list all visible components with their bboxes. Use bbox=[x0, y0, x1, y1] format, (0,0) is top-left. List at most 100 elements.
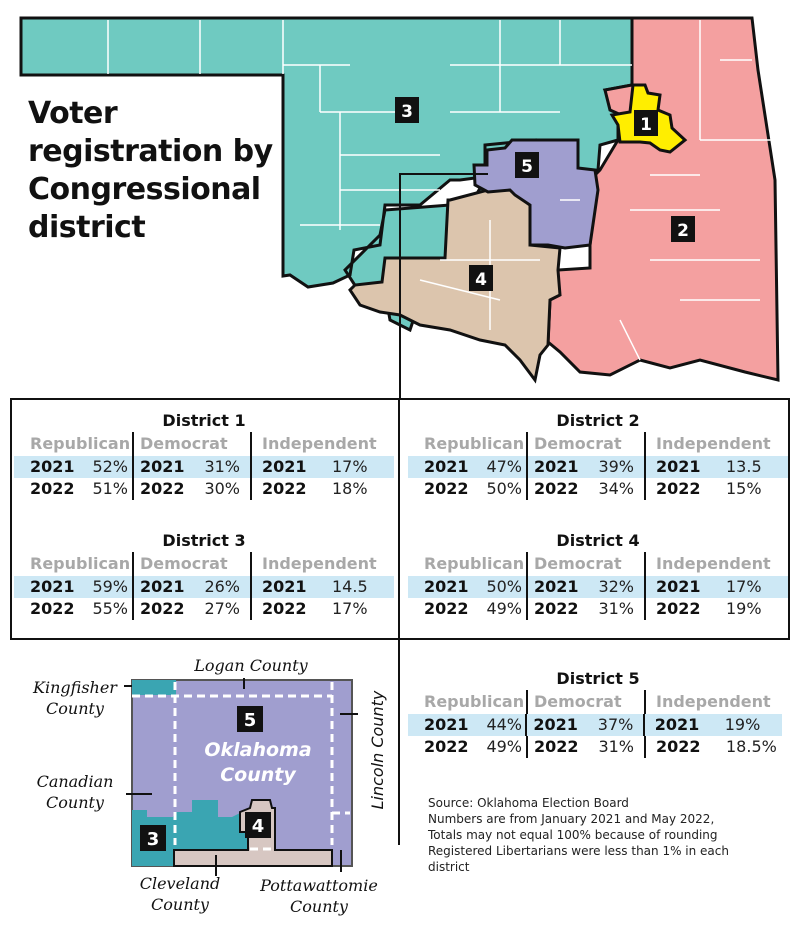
svg-text:5: 5 bbox=[521, 157, 533, 177]
year: 2021 bbox=[656, 577, 701, 596]
ind-pct: 19% bbox=[724, 715, 761, 734]
year: 2021 bbox=[424, 457, 469, 476]
label-line: County bbox=[46, 793, 104, 812]
year: 2022 bbox=[140, 479, 185, 498]
svg-text:3: 3 bbox=[401, 102, 413, 122]
district-badge-3: 3 bbox=[395, 97, 419, 123]
svg-text:4: 4 bbox=[252, 816, 265, 837]
year: 2022 bbox=[656, 599, 701, 618]
year: 2021 bbox=[262, 457, 307, 476]
lincoln-county-label: Lincoln County bbox=[368, 690, 387, 809]
ind-pct: 18.5% bbox=[726, 737, 777, 756]
canadian-county-label: Canadian County bbox=[22, 771, 128, 813]
year: 2022 bbox=[534, 737, 579, 756]
table-row: 2022 51% 2022 30% 2022 18% bbox=[14, 478, 394, 500]
oklahoma-county-inset-map: 5 3 4 Oklahoma County Lincoln County bbox=[124, 678, 387, 876]
district-title: District 5 bbox=[556, 669, 640, 688]
title-line: registration by bbox=[28, 134, 273, 169]
title-line: Voter bbox=[28, 96, 118, 131]
header-democrat: Democrat bbox=[132, 552, 250, 576]
year: 2021 bbox=[654, 715, 700, 734]
year: 2021 bbox=[140, 457, 185, 476]
ind-pct: 18% bbox=[332, 479, 368, 498]
inset-leader-lines bbox=[124, 678, 358, 876]
label-line: Kingfisher bbox=[33, 678, 117, 697]
table-row: 2022 49% 2022 31% 2022 18.5% bbox=[408, 736, 788, 758]
dem-pct: 31% bbox=[598, 599, 634, 618]
header-republican: Republican bbox=[424, 692, 525, 711]
year: 2022 bbox=[424, 737, 469, 756]
svg-text:5: 5 bbox=[244, 710, 257, 731]
year: 2022 bbox=[424, 479, 469, 498]
year: 2021 bbox=[424, 577, 469, 596]
district-tables-box bbox=[10, 398, 790, 640]
dem-pct: 39% bbox=[598, 457, 634, 476]
header-independent: Independent bbox=[644, 432, 784, 456]
rep-pct: 49% bbox=[486, 599, 522, 618]
district-badge-2: 2 bbox=[671, 216, 695, 242]
logan-county-label: Logan County bbox=[194, 656, 308, 675]
district-title: District 2 bbox=[556, 411, 640, 430]
ind-pct: 14.5 bbox=[332, 577, 368, 596]
party-header: Republican Democrat Independent bbox=[14, 432, 394, 456]
header-democrat: Democrat bbox=[526, 552, 644, 576]
header-republican: Republican bbox=[424, 554, 525, 573]
table-row: 2021 44% 2021 37% 2021 19% bbox=[408, 714, 782, 736]
svg-text:3: 3 bbox=[147, 829, 160, 850]
year: 2022 bbox=[656, 479, 701, 498]
label-line: County bbox=[290, 897, 348, 916]
table-row: 2021 50% 2021 32% 2021 17% bbox=[408, 576, 788, 598]
year: 2021 bbox=[30, 457, 75, 476]
year: 2021 bbox=[534, 577, 579, 596]
table-row: 2022 50% 2022 34% 2022 15% bbox=[408, 478, 788, 500]
svg-text:1: 1 bbox=[640, 115, 652, 135]
header-independent: Independent bbox=[644, 552, 784, 576]
dem-pct: 31% bbox=[598, 737, 634, 756]
district-2-table: District 2 Republican Democrat Independe… bbox=[408, 410, 788, 500]
district-badge-4: 4 bbox=[469, 265, 493, 291]
dem-pct: 30% bbox=[204, 479, 240, 498]
box-divider bbox=[398, 398, 400, 640]
dem-pct: 31% bbox=[204, 457, 240, 476]
table-row: 2021 59% 2021 26% 2021 14.5 bbox=[14, 576, 394, 598]
rep-pct: 47% bbox=[486, 457, 522, 476]
district-badge-1: 1 bbox=[634, 110, 658, 136]
district-4-table: District 4 Republican Democrat Independe… bbox=[408, 530, 788, 620]
year: 2021 bbox=[424, 715, 469, 734]
district-title: District 3 bbox=[162, 531, 246, 550]
ind-pct: 13.5 bbox=[726, 457, 762, 476]
dem-pct: 37% bbox=[597, 715, 634, 734]
svg-text:4: 4 bbox=[475, 270, 487, 290]
rep-pct: 52% bbox=[92, 457, 128, 476]
note-line: district bbox=[428, 860, 470, 874]
year: 2022 bbox=[534, 479, 579, 498]
connector-line bbox=[399, 173, 488, 400]
source-notes: Source: Oklahoma Election Board Numbers … bbox=[428, 795, 798, 875]
page-title: Voter registration by Congressional dist… bbox=[28, 95, 288, 247]
year: 2022 bbox=[140, 599, 185, 618]
ind-pct: 17% bbox=[332, 599, 368, 618]
district-1-table: District 1 Republican Democrat Independe… bbox=[14, 410, 394, 500]
header-republican: Republican bbox=[30, 434, 131, 453]
label-line: County bbox=[151, 895, 209, 914]
header-democrat: Democrat bbox=[132, 432, 250, 456]
note-line: Source: Oklahoma Election Board bbox=[428, 796, 629, 810]
header-democrat: Democrat bbox=[526, 432, 644, 456]
year: 2021 bbox=[533, 715, 578, 734]
pottawattomie-county-label: Pottawattomie County bbox=[244, 875, 394, 917]
label-line: Cleveland bbox=[139, 874, 221, 893]
county-lines bbox=[107, 20, 775, 361]
rep-pct: 50% bbox=[486, 577, 522, 596]
year: 2022 bbox=[262, 599, 307, 618]
rep-pct: 55% bbox=[92, 599, 128, 618]
year: 2021 bbox=[140, 577, 185, 596]
year: 2022 bbox=[30, 479, 75, 498]
ind-pct: 19% bbox=[726, 599, 762, 618]
district-5-table: District 5 Republican Democrat Independe… bbox=[408, 668, 788, 758]
ind-pct: 17% bbox=[332, 457, 368, 476]
note-line: Totals may not equal 100% because of rou… bbox=[428, 828, 718, 842]
inset-county-lines bbox=[132, 682, 350, 851]
header-republican: Republican bbox=[424, 434, 525, 453]
title-line: Congressional bbox=[28, 172, 261, 207]
svg-text:2: 2 bbox=[677, 221, 689, 241]
